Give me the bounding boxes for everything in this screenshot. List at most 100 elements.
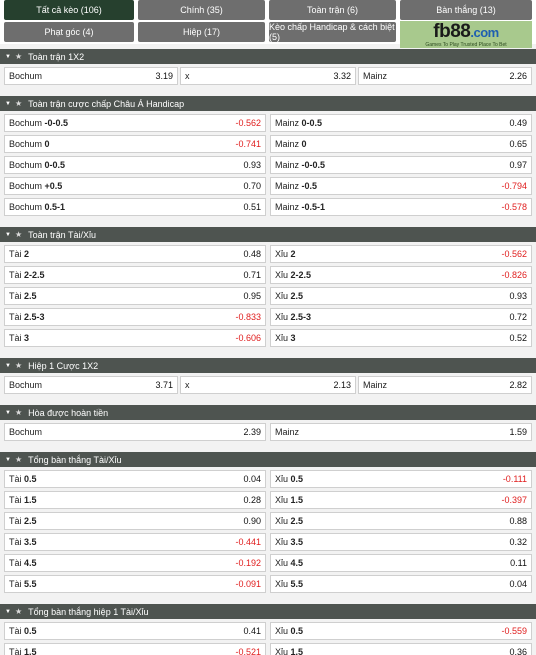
favorite-star-icon[interactable]: ★	[14, 230, 23, 239]
market-section-s5: ▼ ★ Hòa được hoàn tiền Bochum 2.39 Mainz 1.59	[0, 405, 536, 441]
selection-label: Tài 5.5	[9, 579, 37, 589]
tab-full-match[interactable]: Toàn trận (6)	[269, 0, 396, 20]
section-header[interactable]: ▼ ★ Hòa được hoàn tiền	[0, 405, 536, 420]
odds-cell[interactable]: Xỉu 2-2.5 -0.826	[270, 266, 532, 284]
odds-cell[interactable]: Xỉu 3.5 0.32	[270, 533, 532, 551]
odds-cell[interactable]: Bochum +0.5 0.70	[4, 177, 266, 195]
selection-label: Tài 2.5	[9, 291, 37, 301]
odds-cell[interactable]: Mainz -0.5 -0.794	[270, 177, 532, 195]
odds-cell[interactable]: Tài 0.5 0.41	[4, 622, 266, 640]
odds-cell[interactable]: Tài 0.5 0.04	[4, 470, 266, 488]
odds-cell[interactable]: Tài 2-2.5 0.71	[4, 266, 266, 284]
tab-all-markets[interactable]: Tất cả kèo (106)	[4, 0, 134, 20]
odds-cell[interactable]: Xỉu 4.5 0.11	[270, 554, 532, 572]
collapse-arrow-icon[interactable]: ▼	[5, 231, 11, 238]
odds-cell[interactable]: Xỉu 5.5 0.04	[270, 575, 532, 593]
odds-row: Tài 1.5 0.28 Xỉu 1.5 -0.397	[0, 491, 536, 509]
odds-cell[interactable]: Mainz -0.5-1 -0.578	[270, 198, 532, 216]
collapse-arrow-icon[interactable]: ▼	[5, 362, 11, 369]
section-header[interactable]: ▼ ★ Toàn trận cược chấp Châu Á Handicap	[0, 96, 536, 111]
favorite-star-icon[interactable]: ★	[14, 361, 23, 370]
odds-cell[interactable]: Xỉu 1.5 -0.397	[270, 491, 532, 509]
odds-cell[interactable]: Xỉu 1.5 0.36	[270, 643, 532, 655]
odds-cell[interactable]: Mainz 0-0.5 0.49	[270, 114, 532, 132]
selection-label: Xỉu 0.5	[275, 626, 303, 636]
handicap-line: 0	[301, 139, 307, 149]
favorite-star-icon[interactable]: ★	[14, 99, 23, 108]
odds-cell[interactable]: Tài 2.5 0.90	[4, 512, 266, 530]
tab-halves[interactable]: Hiệp (17)	[138, 22, 265, 42]
odds-cell[interactable]: Bochum 0.5-1 0.51	[4, 198, 266, 216]
tab-handicap[interactable]: Kèo chấp Handicap & cách biệt (5)	[269, 22, 396, 42]
favorite-star-icon[interactable]: ★	[14, 607, 23, 616]
collapse-arrow-icon[interactable]: ▼	[5, 100, 11, 107]
odds-cell[interactable]: Bochum -0-0.5 -0.562	[4, 114, 266, 132]
odds-value: -0.741	[235, 139, 261, 149]
odds-cell[interactable]: Tài 3 -0.606	[4, 329, 266, 347]
selection-name: Xỉu	[275, 291, 289, 301]
selection-name: Tài	[9, 579, 22, 589]
collapse-arrow-icon[interactable]: ▼	[5, 456, 11, 463]
odds-cell[interactable]: Bochum 3.19	[4, 67, 178, 85]
handicap-line: 2.5	[290, 291, 304, 301]
odds-cell[interactable]: x 3.32	[180, 67, 356, 85]
odds-cell[interactable]: Tài 5.5 -0.091	[4, 575, 266, 593]
section-header[interactable]: ▼ ★ Toàn trận Tài/Xỉu	[0, 227, 536, 242]
logo-text-fb: fb	[433, 20, 451, 42]
odds-cell[interactable]: Bochum 3.71	[4, 376, 178, 394]
odds-cell[interactable]: Mainz 0 0.65	[270, 135, 532, 153]
odds-cell[interactable]: Mainz 1.59	[270, 423, 532, 441]
odds-cell[interactable]: Bochum 2.39	[4, 423, 266, 441]
tab-corners[interactable]: Phạt góc (4)	[4, 22, 134, 42]
odds-cell[interactable]: Tài 2.5 0.95	[4, 287, 266, 305]
odds-value: 0.28	[243, 495, 261, 505]
odds-cell[interactable]: Mainz 2.26	[358, 67, 532, 85]
favorite-star-icon[interactable]: ★	[14, 455, 23, 464]
odds-cell[interactable]: Bochum 0 -0.741	[4, 135, 266, 153]
collapse-arrow-icon[interactable]: ▼	[5, 409, 11, 416]
odds-cell[interactable]: Tài 2 0.48	[4, 245, 266, 263]
favorite-star-icon[interactable]: ★	[14, 408, 23, 417]
odds-cell[interactable]: Xỉu 2.5-3 0.72	[270, 308, 532, 326]
selection-label: Tài 4.5	[9, 558, 37, 568]
odds-cell[interactable]: Tài 1.5 0.28	[4, 491, 266, 509]
selection-name: Tài	[9, 270, 22, 280]
selection-label: Mainz	[275, 427, 299, 437]
collapse-arrow-icon[interactable]: ▼	[5, 53, 11, 60]
selection-label: Xỉu 2.5	[275, 291, 303, 301]
odds-cell[interactable]: Mainz 2.82	[358, 376, 532, 394]
section-header[interactable]: ▼ ★ Toàn trận 1X2	[0, 49, 536, 64]
odds-row: Bochum 0 -0.741 Mainz 0 0.65	[0, 135, 536, 153]
section-header[interactable]: ▼ ★ Tổng bàn thắng Tài/Xỉu	[0, 452, 536, 467]
selection-label: Tài 0.5	[9, 474, 37, 484]
selection-name: x	[185, 71, 190, 81]
selection-label: Mainz	[363, 380, 387, 390]
section-header[interactable]: ▼ ★ Tổng bàn thắng hiệp 1 Tài/Xỉu	[0, 604, 536, 619]
selection-label: Xỉu 3.5	[275, 537, 303, 547]
odds-value: -0.562	[501, 249, 527, 259]
odds-cell[interactable]: Bochum 0-0.5 0.93	[4, 156, 266, 174]
odds-cell[interactable]: Tài 1.5 -0.521	[4, 643, 266, 655]
collapse-arrow-icon[interactable]: ▼	[5, 608, 11, 615]
odds-cell[interactable]: Tài 4.5 -0.192	[4, 554, 266, 572]
section-header[interactable]: ▼ ★ Hiệp 1 Cược 1X2	[0, 358, 536, 373]
odds-cell[interactable]: Xỉu 2.5 0.88	[270, 512, 532, 530]
odds-value: 2.82	[509, 380, 527, 390]
odds-value: 0.32	[509, 537, 527, 547]
tab-goals[interactable]: Bàn thắng (13)	[400, 0, 532, 20]
odds-cell[interactable]: Tài 3.5 -0.441	[4, 533, 266, 551]
odds-value: -0.192	[235, 558, 261, 568]
odds-cell[interactable]: Xỉu 2.5 0.93	[270, 287, 532, 305]
tab-main[interactable]: Chính (35)	[138, 0, 265, 20]
odds-cell[interactable]: Tài 2.5-3 -0.833	[4, 308, 266, 326]
odds-cell[interactable]: Mainz -0-0.5 0.97	[270, 156, 532, 174]
odds-cell[interactable]: x 2.13	[180, 376, 356, 394]
odds-cell[interactable]: Xỉu 0.5 -0.559	[270, 622, 532, 640]
market-section-s7: ▼ ★ Tổng bàn thắng hiệp 1 Tài/Xỉu Tài 0.5 0.…	[0, 604, 536, 655]
odds-cell[interactable]: Xỉu 3 0.52	[270, 329, 532, 347]
selection-label: Bochum	[9, 380, 42, 390]
selection-name: Bochum	[9, 380, 43, 390]
favorite-star-icon[interactable]: ★	[14, 52, 23, 61]
odds-cell[interactable]: Xỉu 2 -0.562	[270, 245, 532, 263]
odds-cell[interactable]: Xỉu 0.5 -0.111	[270, 470, 532, 488]
